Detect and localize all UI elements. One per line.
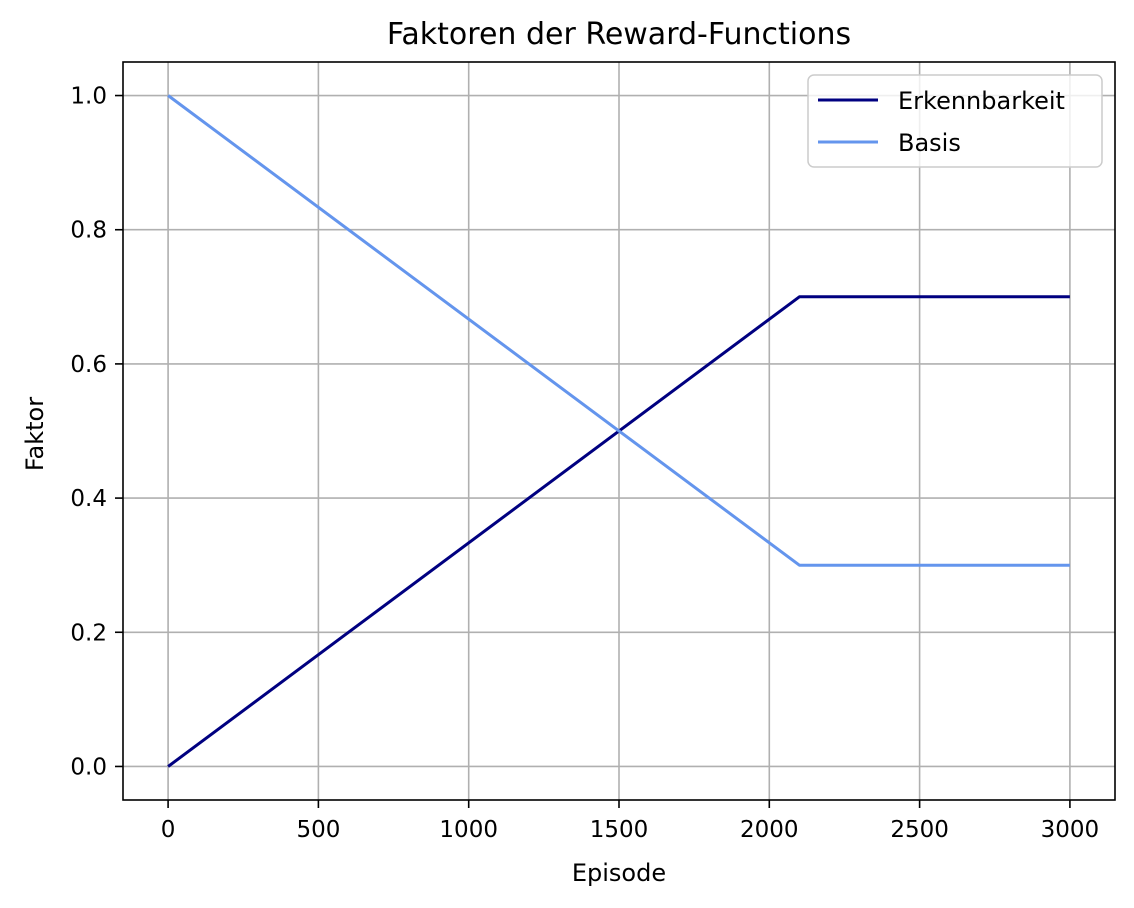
legend-box <box>807 74 1103 168</box>
chart-title: Faktoren der Reward-Functions <box>387 17 851 52</box>
x-tick-label: 2000 <box>740 817 799 843</box>
x-tick-label: 3000 <box>1041 817 1100 843</box>
y-tick-label: 0.2 <box>70 620 107 646</box>
y-axis-label: Faktor <box>21 397 49 471</box>
legend-label-basis: Basis <box>898 129 961 157</box>
y-tick-label: 0.4 <box>70 486 107 512</box>
x-tick-label: 0 <box>161 817 176 843</box>
x-tick-label: 500 <box>296 817 340 843</box>
y-tick-label: 1.0 <box>70 84 107 110</box>
series-lines <box>167 94 1070 768</box>
y-axis-ticks: 0.0 0.2 0.4 0.6 0.8 1.0 <box>70 84 123 780</box>
y-tick-label: 0.0 <box>70 754 107 780</box>
series-line-basis <box>167 94 1070 567</box>
y-tick-label: 0.6 <box>70 352 107 378</box>
x-axis-label: Episode <box>572 859 666 887</box>
legend: Erkennbarkeit Basis <box>807 74 1103 168</box>
y-tick-label: 0.8 <box>70 218 107 244</box>
x-axis-ticks: 0 500 1000 1500 2000 2500 3000 <box>161 800 1099 843</box>
x-tick-label: 1000 <box>439 817 498 843</box>
x-tick-label: 2500 <box>890 817 949 843</box>
x-tick-label: 1500 <box>590 817 649 843</box>
legend-label-erkennbarkeit: Erkennbarkeit <box>898 87 1065 115</box>
series-line-erkennbarkeit <box>167 295 1070 768</box>
